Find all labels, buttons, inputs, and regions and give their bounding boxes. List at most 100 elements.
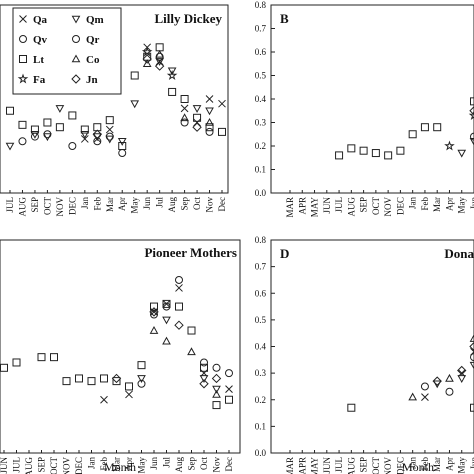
x-tick-label: OCT	[371, 456, 381, 474]
data-point-lt	[347, 403, 356, 412]
data-point-qm	[457, 375, 467, 383]
x-tick-label: DEC	[395, 197, 405, 215]
data-point-lt	[30, 125, 39, 134]
y-tick-label: 0.4	[255, 342, 267, 352]
x-tick-label: Sep	[187, 457, 197, 471]
data-point-qm	[212, 385, 221, 394]
x-tick-label: SEP	[30, 197, 40, 213]
y-tick-label: 0.6	[255, 47, 267, 57]
data-point-co	[187, 347, 196, 356]
x-tick-label: Aug	[167, 197, 177, 213]
x-tick-label: NOV	[383, 457, 393, 474]
x-tick-label: JUL	[334, 197, 344, 213]
data-point-lt	[212, 401, 221, 410]
data-point-qa	[225, 385, 233, 393]
x-tick-label: MAR	[285, 457, 295, 474]
data-point-jn	[174, 320, 184, 330]
panel-b-marks	[335, 97, 474, 160]
panel-b-letter: B	[280, 11, 289, 26]
data-point-qm	[55, 105, 65, 113]
x-tick-label: May	[457, 197, 467, 214]
data-point-qv	[445, 387, 454, 396]
data-point-qv	[175, 275, 183, 284]
data-point-qm	[105, 135, 115, 144]
data-point-lt	[384, 151, 393, 160]
data-point-qm	[5, 142, 15, 151]
data-point-lt	[225, 395, 233, 404]
x-tick-label: NOV	[62, 457, 72, 474]
panel-c-frame	[0, 239, 241, 454]
data-point-co	[205, 117, 214, 126]
data-point-jn	[432, 376, 442, 386]
x-tick-label: JUL	[5, 197, 15, 213]
data-point-lt	[175, 302, 183, 311]
x-tick-label: Jun	[469, 457, 474, 470]
legend-label: Qa	[33, 14, 48, 26]
data-point-qv	[470, 353, 474, 362]
data-point-co	[142, 59, 152, 68]
x-tick-label: MAR	[285, 197, 295, 218]
legend-marker-jn	[71, 74, 81, 84]
x-tick-label: JUN	[0, 457, 9, 474]
data-point-lt	[80, 125, 89, 134]
data-point-lt	[205, 123, 214, 132]
data-point-qm	[130, 100, 140, 109]
legend-label: Qv	[33, 34, 48, 46]
x-tick-label: Jan	[408, 197, 418, 209]
legend-marker-qa	[19, 15, 27, 23]
data-point-lt	[180, 95, 189, 103]
x-tick-label: OCT	[371, 196, 381, 215]
x-tick-label: AUG	[346, 457, 356, 474]
x-tick-label: APR	[297, 457, 307, 474]
x-tick-label: Aug	[174, 457, 184, 473]
data-point-lt	[118, 142, 127, 150]
data-point-qa	[180, 104, 189, 113]
x-tick-label: May	[137, 457, 147, 474]
data-point-qm	[469, 138, 474, 146]
x-tick-label: SEP	[37, 457, 47, 473]
legend-label: Co	[86, 54, 100, 66]
legend-marker-qr	[72, 35, 80, 43]
data-point-lt	[155, 43, 164, 52]
x-tick-label: MAY	[310, 197, 320, 218]
data-point-co	[408, 392, 418, 401]
legend-box	[12, 7, 122, 95]
x-tick-label: Mar	[112, 457, 122, 472]
data-point-lt	[408, 130, 417, 139]
panel-b-frame	[270, 4, 474, 194]
data-point-qv	[150, 310, 158, 319]
panel-d-x-axis-label: Month	[402, 460, 434, 474]
y-tick-label: 0.1	[255, 165, 266, 175]
data-point-qa	[175, 284, 183, 292]
data-point-lt	[55, 123, 64, 132]
y-tick-label: 0.0	[255, 188, 267, 198]
x-tick-label: Apr	[444, 197, 454, 211]
data-point-lt	[150, 302, 158, 311]
y-tick-label: 0.5	[255, 315, 267, 325]
panel-c: Pioneer Mothers JUN JUL AUG SEP OCT NOV DEC Jan…	[0, 239, 241, 474]
data-point-lt	[347, 144, 356, 153]
data-point-qv	[137, 379, 146, 388]
x-tick-label: Jul	[155, 197, 165, 208]
y-tick-label: 0.8	[255, 235, 267, 245]
legend-marker-qm	[71, 15, 81, 24]
x-tick-label: DEC	[395, 457, 405, 474]
data-point-co	[445, 373, 454, 382]
x-tick-label: SEP	[359, 457, 369, 473]
x-tick-label: MAY	[310, 457, 320, 474]
panel-d-title: Dona	[444, 246, 474, 261]
data-point-qv	[162, 302, 171, 311]
data-point-qm	[162, 316, 171, 325]
data-point-jn	[192, 122, 202, 132]
data-point-qm	[155, 58, 164, 66]
x-tick-label: Nov	[205, 197, 215, 213]
data-point-qm	[30, 130, 40, 139]
data-point-qm	[43, 133, 52, 142]
x-tick-label: Feb	[420, 197, 430, 211]
data-point-jn	[469, 106, 474, 116]
x-tick-label: Dec	[224, 457, 234, 472]
data-point-lt	[470, 403, 474, 412]
x-tick-label: Feb	[420, 457, 430, 471]
data-point-qv	[225, 369, 233, 378]
